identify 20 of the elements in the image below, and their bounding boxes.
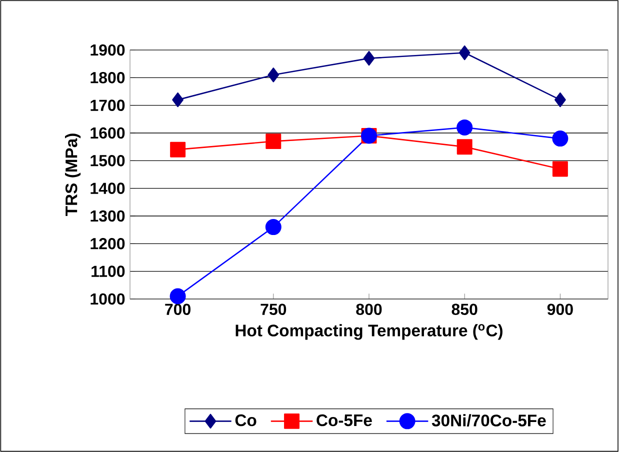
y-tick-label: 1800 bbox=[90, 72, 125, 84]
legend-label: Co-5Fe bbox=[316, 414, 372, 426]
y-tick-label: 1100 bbox=[92, 266, 125, 277]
y-tick-label: 1400 bbox=[90, 182, 125, 194]
x-tick-label: 900 bbox=[547, 304, 573, 316]
y-tick-label: 1700 bbox=[90, 100, 125, 111]
x-tick-label: 850 bbox=[452, 304, 478, 316]
y-tick-label: 1200 bbox=[90, 238, 125, 250]
legend-label: Co bbox=[235, 414, 256, 426]
legend-label: 30Ni/70Co-5Fe bbox=[432, 414, 546, 427]
x-axis-title: Hot Compacting Temperature ($^{o}$C) bbox=[236, 324, 502, 340]
y-tick-label: 1300 bbox=[90, 210, 125, 222]
y-tick-label: 1900 bbox=[90, 44, 125, 56]
x-tick-label: 800 bbox=[356, 304, 382, 316]
x-tick-label: 750 bbox=[260, 304, 286, 316]
x-tick-label: 700 bbox=[165, 304, 190, 316]
y-tick-label: 1000 bbox=[90, 293, 125, 305]
y-tick-label: 1500 bbox=[90, 155, 125, 166]
y-axis-title: TRS (MPa) bbox=[65, 134, 81, 216]
y-tick-label: 1600 bbox=[90, 127, 125, 139]
